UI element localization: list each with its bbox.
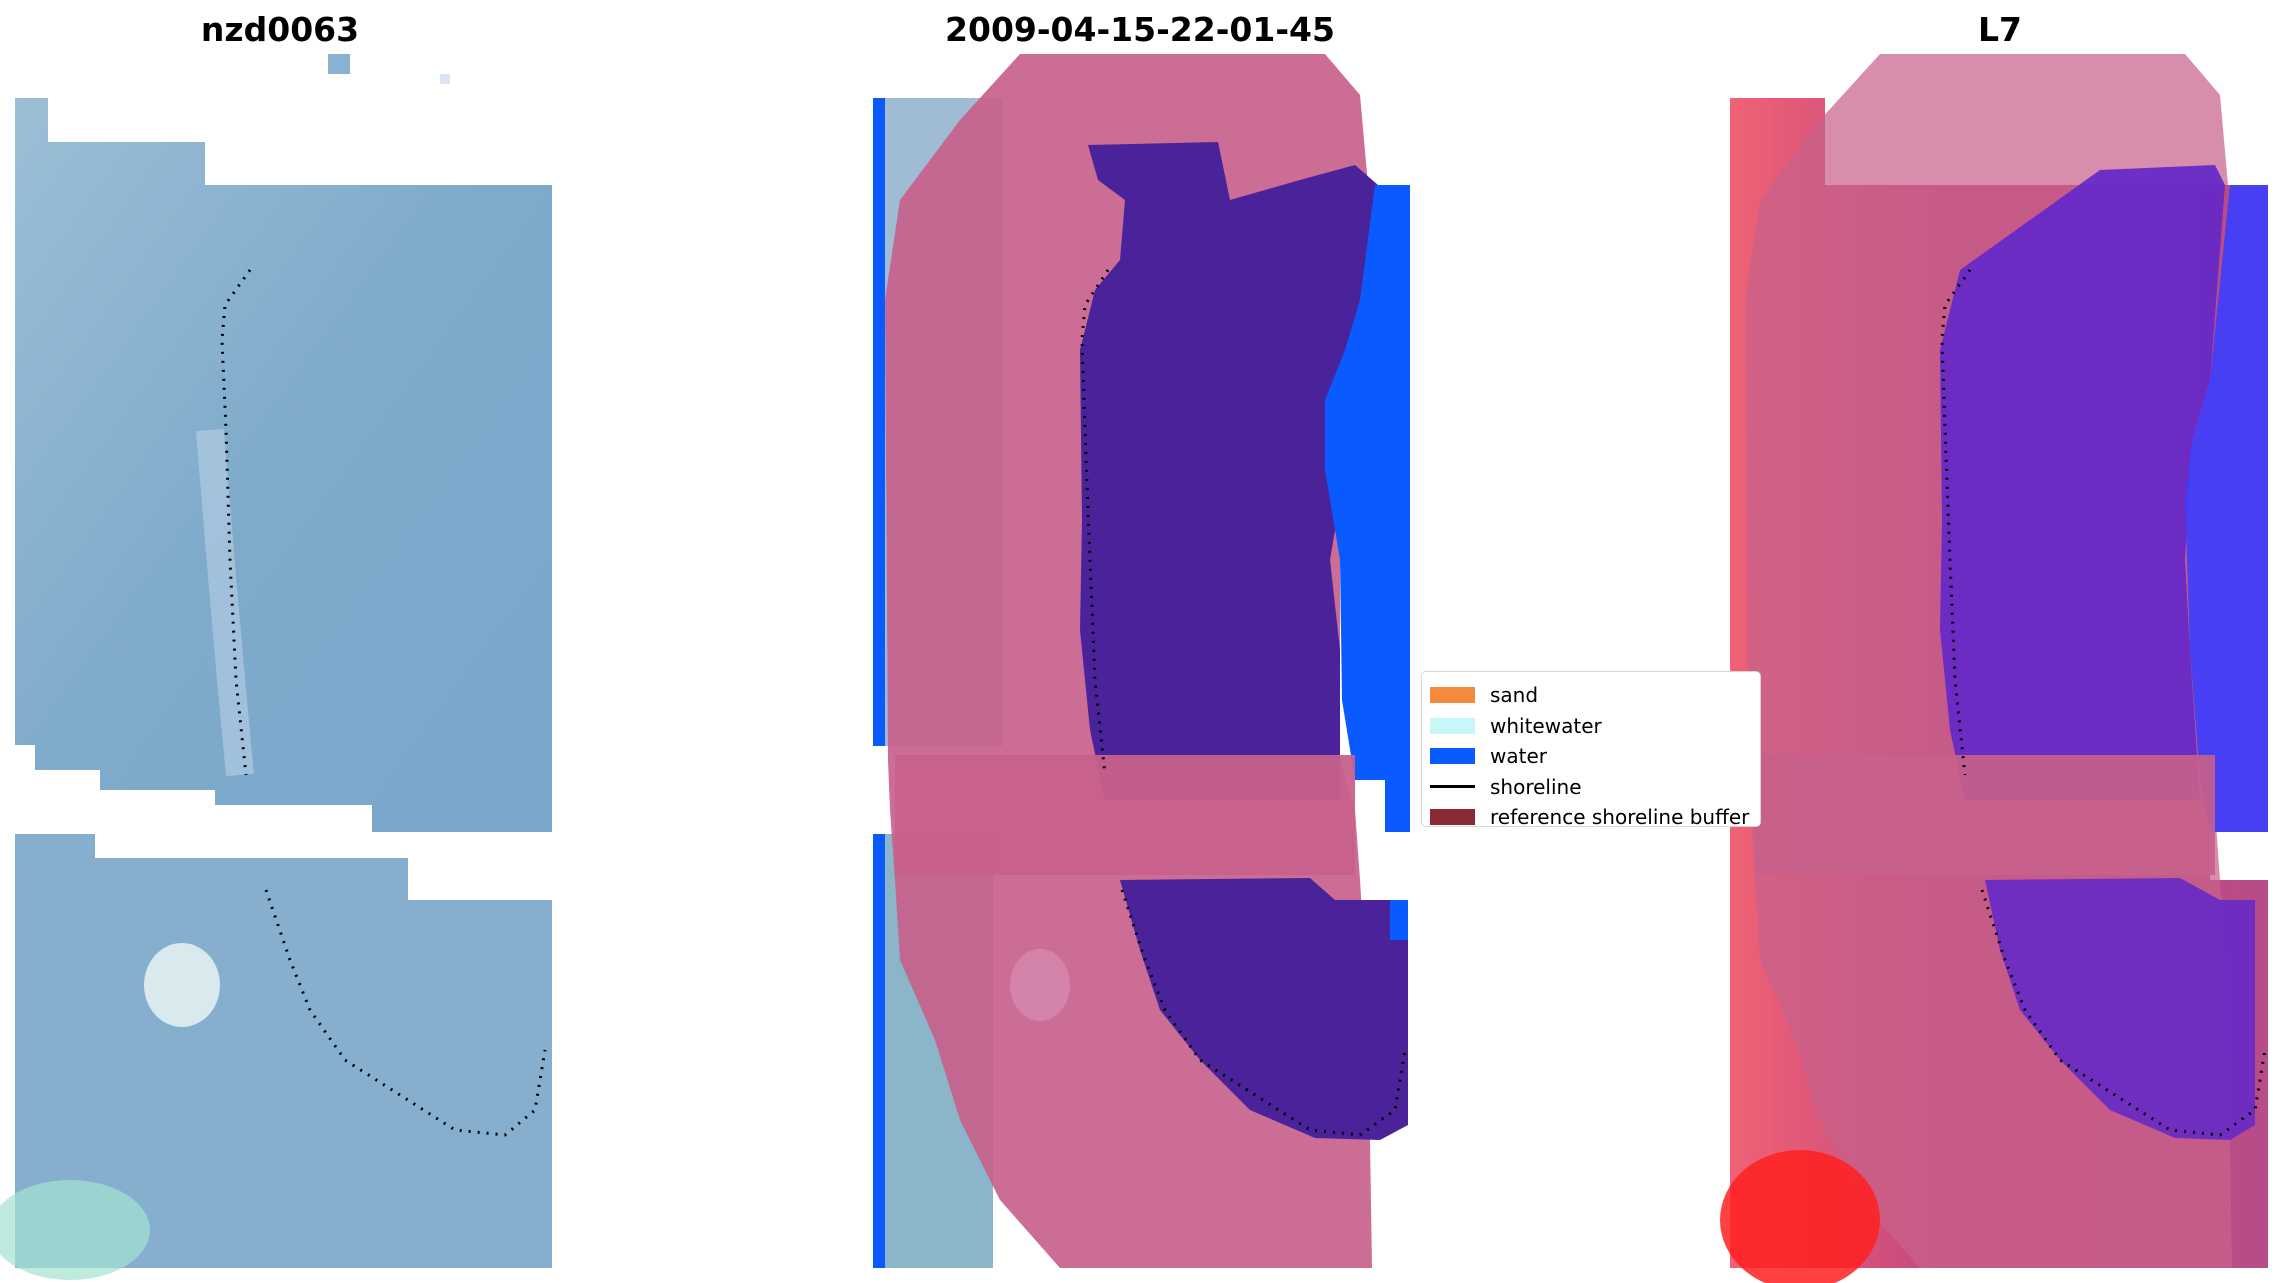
- shoreline-left: [220, 269, 547, 1137]
- legend-item-whitewater: whitewater: [1430, 711, 1750, 742]
- water-right-band: [1325, 185, 1410, 832]
- panel-title-right: L7: [1978, 10, 2022, 49]
- shoreline-right: [1940, 269, 2267, 1137]
- legend-label-water: water: [1490, 744, 1547, 769]
- legend-item-reference-buffer: reference shoreline buffer: [1430, 802, 1750, 833]
- buffer-band-right: [1755, 755, 2215, 875]
- index-ocean-right: [2185, 185, 2268, 832]
- legend-label-whitewater: whitewater: [1490, 713, 1602, 738]
- panel-title-left: nzd0063: [200, 10, 360, 49]
- water-patch-lower-right: [1390, 900, 1408, 940]
- legend-label-shoreline: shoreline: [1490, 774, 1582, 799]
- small-patch-2: [440, 74, 450, 84]
- shoreline-line-swatch: [1430, 785, 1475, 789]
- beach-strip: [196, 428, 254, 777]
- classification-panel: [873, 54, 1410, 1268]
- index-water-upper: [1940, 165, 2225, 800]
- classified-water-upper: [1080, 142, 1378, 800]
- bright-feature: [144, 943, 220, 1027]
- rgb-image-panel: [0, 54, 552, 1280]
- legend-item-water: water: [1430, 741, 1750, 772]
- rgb-tile-upper: [15, 98, 552, 832]
- water-edge-left: [873, 98, 885, 746]
- legend-item-sand: sand: [1430, 680, 1750, 711]
- legend: sand whitewater water shoreline referenc…: [1421, 671, 1761, 829]
- small-patch: [328, 54, 350, 74]
- buffer-band-center: [895, 755, 1355, 875]
- panel-title-center: 2009-04-15-22-01-45: [945, 10, 1335, 49]
- legend-item-shoreline: shoreline: [1430, 772, 1750, 803]
- green-feature: [0, 1180, 150, 1280]
- index-panel: [1720, 54, 2268, 1283]
- reference-buffer-swatch: [1430, 809, 1475, 826]
- legend-label-sand: sand: [1490, 683, 1539, 708]
- whitewater-swatch: [1430, 717, 1475, 734]
- shoreline-center: [1080, 269, 1407, 1137]
- sand-swatch: [1430, 687, 1475, 704]
- bright-feature-center: [1010, 949, 1070, 1021]
- index-water-lower: [1985, 878, 2255, 1140]
- water-swatch: [1430, 748, 1475, 765]
- red-corner: [1720, 1150, 1880, 1283]
- legend-label-reference-buffer: reference shoreline buffer: [1490, 805, 1750, 830]
- rgb-tile-lower: [15, 834, 552, 1268]
- water-edge-left-lower: [873, 834, 885, 1268]
- classified-water-lower: [1120, 878, 1408, 1140]
